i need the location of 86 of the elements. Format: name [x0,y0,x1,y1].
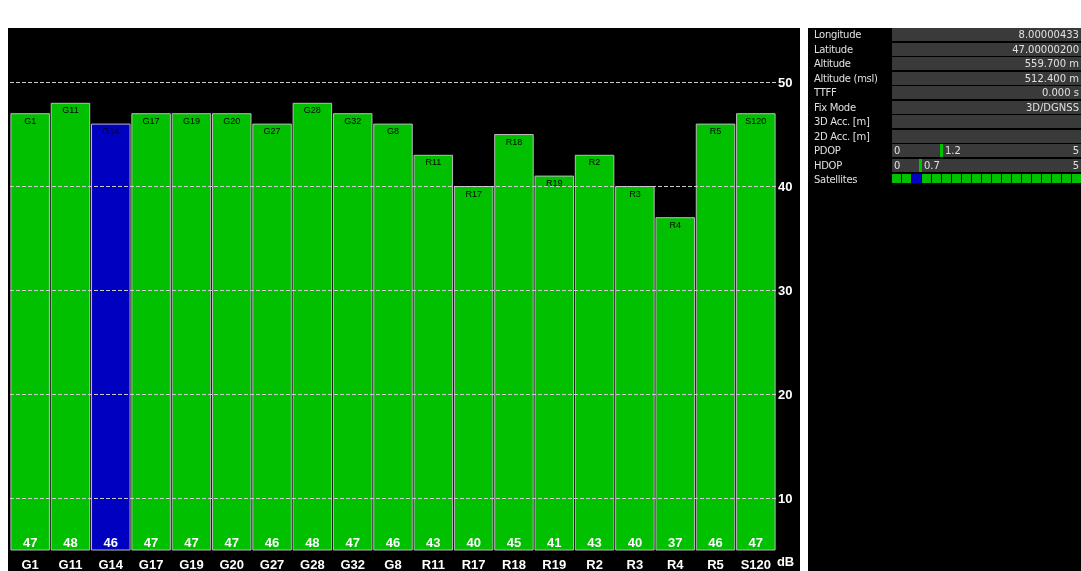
text: 1.2 [945,145,961,156]
category-label: S120 [745,115,767,126]
x-tick-label: G27 [259,557,285,571]
x-tick-label: G11 [58,557,83,571]
text: 0 [894,144,901,157]
data-label: 43 [426,534,441,550]
y-tick-label: 30 [778,282,793,298]
data-label: 43 [587,534,602,550]
y-tick-label: 20 [778,386,793,402]
category-label: R5 [709,126,722,137]
category-label: G19 [182,115,200,126]
category-label: R18 [505,136,523,147]
x-tick-label: R2 [586,557,603,571]
category-label: Fix Mode [814,100,857,115]
category-label: G1 [24,115,37,126]
data-label: 46 [264,534,280,550]
x-tick-label: G14 [98,557,124,571]
data-label: 46 [708,534,723,550]
data-label: 47 [143,534,159,550]
x-tick-label: R5 [707,557,724,571]
category-label: 3D Acc. [m] [814,115,871,129]
category-label: G11 [62,105,79,116]
category-label: G32 [344,115,362,126]
category-label: G14 [102,126,120,137]
x-tick-label: R11 [421,557,445,571]
data-label: 47 [748,534,764,550]
category-label: HDOP [814,158,843,173]
x-tick-label: G32 [340,557,365,571]
data-label: 45 [506,534,522,550]
category-label: Altitude [814,57,852,71]
data-label: 47 [22,534,38,550]
text: 47.00000200 [1012,43,1079,55]
data-label: 46 [103,534,119,550]
data-label: 40 [466,534,481,550]
category-label: R11 [425,157,442,168]
text: 0.7 [924,159,940,171]
data-label: 46 [385,534,401,550]
data-label: 47 [224,534,239,550]
category-label: R19 [546,178,563,189]
category-label: G27 [263,126,281,137]
text: 512.400 m [1024,72,1079,84]
text: 5 [1072,144,1079,157]
x-tick-label: G20 [219,557,245,571]
x-tick-label: G17 [138,557,164,571]
text: 3D/DGNSS [1025,101,1079,113]
data-label: 47 [345,534,360,550]
text: 0.000 s [1041,87,1079,98]
x-tick-label: R17 [461,557,486,571]
data-label: 37 [667,534,683,550]
x-tick-label: G8 [384,557,402,571]
x-tick-label: G28 [300,557,325,571]
category-label: TTFF [814,86,838,100]
category-label: R2 [588,157,601,168]
x-tick-label: R18 [502,557,526,571]
y-tick-label: 50 [778,74,793,90]
text: 5 [1072,158,1079,172]
category-label: R3 [629,188,641,199]
data-label: 48 [305,534,320,550]
text: 8.00000433 [1018,29,1079,40]
data-label: 40 [627,534,643,550]
category-label: 2D Acc. [m] [814,129,871,144]
category-label: R4 [669,219,681,230]
x-tick-label: R4 [666,557,685,571]
text: 0 [894,158,901,172]
x-tick-label: G19 [179,557,204,571]
x-axis-title: dB [776,554,795,569]
category-label: G8 [386,126,400,137]
category-label: PDOP [814,144,842,158]
x-tick-label: G1 [21,557,39,571]
category-label: G17 [142,115,160,126]
category-label: Satellites [814,173,859,187]
data-label: 48 [63,534,78,550]
x-tick-label: R19 [542,557,567,571]
data-label: 41 [547,534,562,550]
category-label: G28 [303,105,321,116]
text: 559.700 m [1024,58,1079,69]
x-tick-label: R3 [626,557,644,571]
y-tick-label: 40 [778,178,793,194]
category-label: Altitude (msl) [814,71,879,86]
y-tick-label: 10 [778,490,793,506]
category-label: G20 [223,115,241,126]
x-tick-label: S120 [740,557,772,571]
data-label: 47 [184,534,199,550]
category-label: Latitude [814,42,854,57]
category-label: Longitude [814,28,863,42]
category-label: R17 [465,188,482,199]
